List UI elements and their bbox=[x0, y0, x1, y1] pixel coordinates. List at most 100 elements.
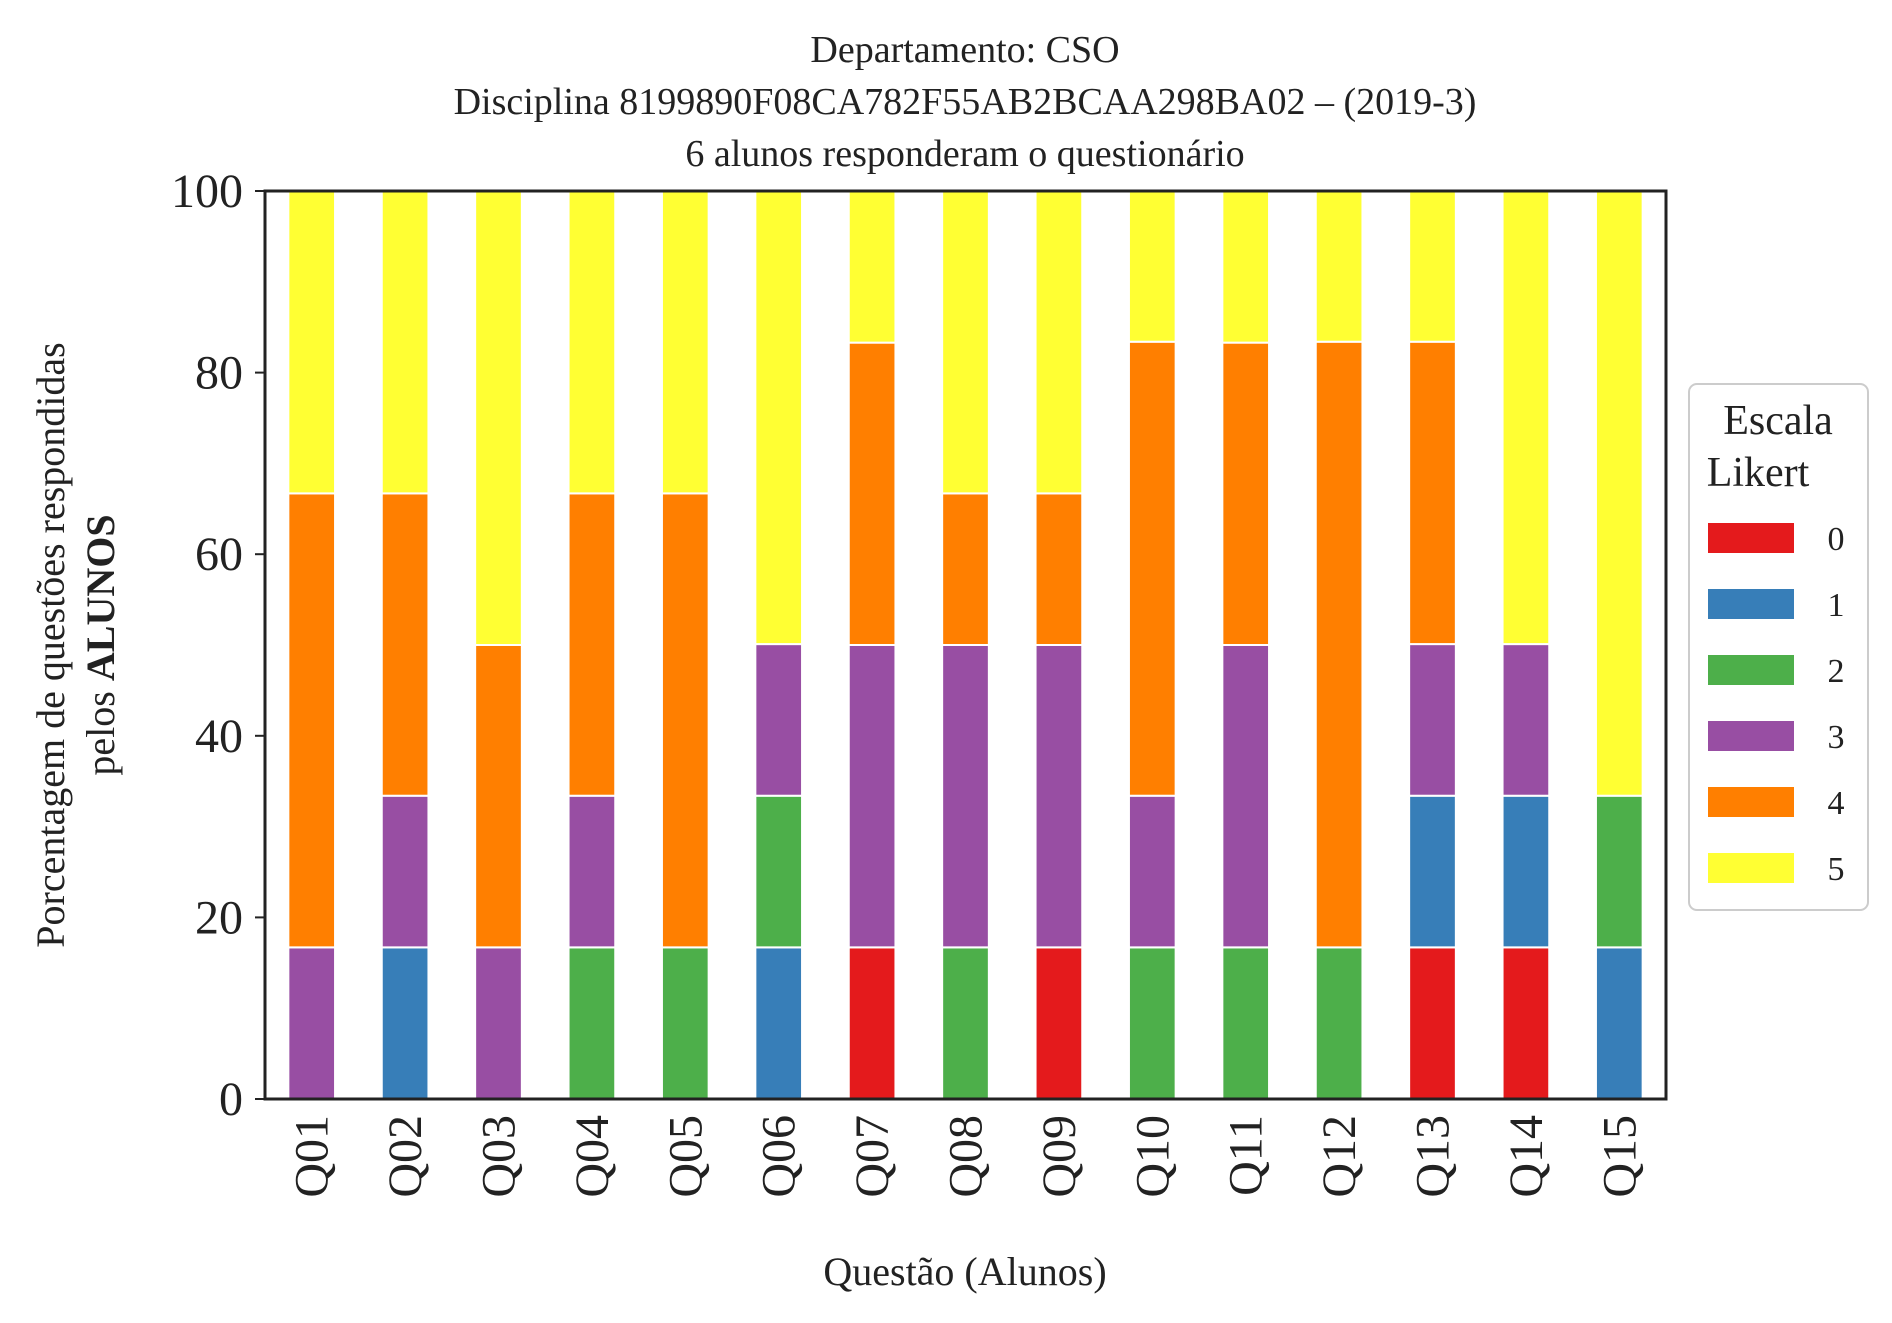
legend-title-line-1: Escala bbox=[1723, 398, 1833, 444]
legend-swatch-5 bbox=[1708, 853, 1794, 883]
bar-Q02-likert-3 bbox=[380, 794, 430, 949]
bar-Q07-likert-5 bbox=[847, 190, 897, 344]
bar-Q11-likert-2 bbox=[1221, 946, 1271, 1101]
legend-label-4: 4 bbox=[1828, 785, 1845, 822]
title-line-3: 6 alunos responderam o questionário bbox=[685, 133, 1244, 175]
bar-Q09-likert-4 bbox=[1034, 492, 1084, 647]
x-tick-label: Q09 bbox=[1033, 1115, 1086, 1198]
bar-Q05-likert-2 bbox=[660, 946, 710, 1101]
legend-label-2: 2 bbox=[1828, 653, 1845, 690]
bar-Q07-likert-4 bbox=[847, 341, 897, 646]
title-line-1: Departamento: CSO bbox=[810, 29, 1119, 71]
bar-Q13-likert-1 bbox=[1408, 794, 1457, 949]
x-axis-label: Questão (Alunos) bbox=[823, 1249, 1106, 1294]
bar-Q06-likert-2 bbox=[754, 794, 804, 949]
bar-Q05-likert-5 bbox=[660, 190, 710, 495]
legend-label-5: 5 bbox=[1828, 851, 1845, 888]
bar-Q07-likert-0 bbox=[847, 946, 897, 1101]
y-tick-label: 0 bbox=[219, 1073, 243, 1126]
y-axis-ticks: 0 20 40 60 80 100 bbox=[171, 165, 265, 1126]
bar-Q01-likert-3 bbox=[287, 946, 337, 1101]
bar-Q13-likert-0 bbox=[1408, 946, 1457, 1101]
legend-label-1: 1 bbox=[1828, 587, 1845, 624]
x-tick-label: Q14 bbox=[1500, 1115, 1553, 1198]
y-tick-label: 20 bbox=[195, 891, 243, 944]
x-tick-label: Q10 bbox=[1126, 1115, 1179, 1198]
y-axis-label-line-2: pelos ALUNOS bbox=[78, 514, 123, 775]
x-tick-label: Q11 bbox=[1220, 1115, 1273, 1196]
legend-swatch-2 bbox=[1708, 655, 1794, 685]
x-tick-label: Q07 bbox=[846, 1115, 899, 1198]
bar-Q08-likert-3 bbox=[941, 644, 990, 949]
plot-frame bbox=[263, 189, 1668, 1101]
bars-layer bbox=[287, 189, 1644, 1101]
bar-Q09-likert-0 bbox=[1034, 946, 1084, 1101]
y-tick-label: 100 bbox=[171, 165, 243, 218]
bar-Q01-likert-4 bbox=[287, 492, 337, 949]
legend-box bbox=[1688, 383, 1869, 911]
x-tick-label: Q03 bbox=[473, 1115, 526, 1198]
x-tick-label: Q06 bbox=[753, 1115, 806, 1198]
bar-Q02-likert-5 bbox=[380, 190, 430, 495]
bar-Q13-likert-4 bbox=[1408, 340, 1457, 646]
bar-Q10-likert-5 bbox=[1127, 189, 1177, 343]
bar-Q12-likert-5 bbox=[1314, 189, 1364, 343]
x-tick-label: Q02 bbox=[379, 1115, 432, 1198]
chart-title: Departamento: CSO Disciplina 8199890F08C… bbox=[454, 29, 1477, 175]
bar-Q11-likert-5 bbox=[1221, 190, 1271, 344]
bar-Q07-likert-3 bbox=[847, 644, 897, 949]
bar-Q02-likert-1 bbox=[380, 946, 430, 1101]
y-axis-label-prefix: pelos bbox=[78, 681, 123, 775]
legend-items: 0 1 2 3 4 5 bbox=[1708, 521, 1845, 888]
bar-Q09-likert-3 bbox=[1034, 644, 1084, 949]
bar-Q13-likert-3 bbox=[1408, 643, 1457, 797]
title-line-2: Disciplina 8199890F08CA782F55AB2BCAA298B… bbox=[454, 81, 1477, 123]
x-axis-ticks: Q01 Q02 Q03 Q04 Q05 Q06 Q07 Q08 Q09 Q10 Q11 Q12 Q13 Q… bbox=[286, 1115, 1647, 1198]
legend: Escala Likert 0 1 2 3 4 5 bbox=[1688, 383, 1869, 911]
x-tick-label: Q05 bbox=[659, 1115, 712, 1198]
bar-Q08-likert-5 bbox=[941, 190, 990, 495]
bar-Q09-likert-5 bbox=[1034, 190, 1084, 495]
bar-Q03-likert-3 bbox=[474, 946, 523, 1101]
legend-swatch-0 bbox=[1708, 523, 1794, 553]
x-tick-label: Q15 bbox=[1593, 1115, 1646, 1198]
bar-Q10-likert-4 bbox=[1127, 340, 1177, 797]
bar-Q01-likert-5 bbox=[287, 190, 337, 495]
bar-Q06-likert-3 bbox=[754, 643, 804, 797]
bar-Q12-likert-4 bbox=[1314, 340, 1364, 949]
bar-Q14-likert-1 bbox=[1501, 794, 1551, 949]
legend-swatch-3 bbox=[1708, 721, 1794, 751]
legend-title-line-2: Likert bbox=[1707, 450, 1810, 496]
legend-swatch-4 bbox=[1708, 787, 1794, 817]
bar-Q06-likert-5 bbox=[754, 189, 804, 646]
bar-Q15-likert-2 bbox=[1594, 794, 1644, 949]
bar-Q03-likert-5 bbox=[474, 190, 523, 646]
y-tick-label: 40 bbox=[195, 710, 243, 763]
bar-Q10-likert-2 bbox=[1127, 946, 1177, 1101]
bar-Q11-likert-3 bbox=[1221, 644, 1271, 949]
x-tick-label: Q08 bbox=[940, 1115, 993, 1198]
y-axis-label-line-1: Porcentagem de questões respondidas bbox=[28, 342, 73, 947]
bar-Q11-likert-4 bbox=[1221, 341, 1271, 646]
legend-swatch-1 bbox=[1708, 589, 1794, 619]
x-tick-label: Q13 bbox=[1407, 1115, 1460, 1198]
y-tick-label: 60 bbox=[195, 528, 243, 581]
bar-Q14-likert-0 bbox=[1501, 946, 1551, 1101]
bar-Q15-likert-5 bbox=[1594, 189, 1644, 797]
bar-Q12-likert-2 bbox=[1314, 946, 1364, 1101]
bar-Q15-likert-1 bbox=[1594, 946, 1644, 1101]
bar-Q04-likert-3 bbox=[567, 794, 617, 949]
bar-Q05-likert-4 bbox=[660, 492, 710, 949]
bar-Q14-likert-5 bbox=[1501, 189, 1551, 646]
bar-Q04-likert-5 bbox=[567, 190, 617, 495]
legend-label-3: 3 bbox=[1828, 719, 1845, 756]
x-tick-label: Q12 bbox=[1313, 1115, 1366, 1198]
bar-Q02-likert-4 bbox=[380, 492, 430, 797]
y-tick-label: 80 bbox=[195, 347, 243, 400]
x-tick-label: Q01 bbox=[286, 1115, 339, 1198]
bar-Q03-likert-4 bbox=[474, 644, 523, 949]
bar-Q08-likert-2 bbox=[941, 946, 990, 1101]
bar-Q13-likert-5 bbox=[1408, 189, 1457, 343]
bar-Q04-likert-2 bbox=[567, 946, 617, 1101]
